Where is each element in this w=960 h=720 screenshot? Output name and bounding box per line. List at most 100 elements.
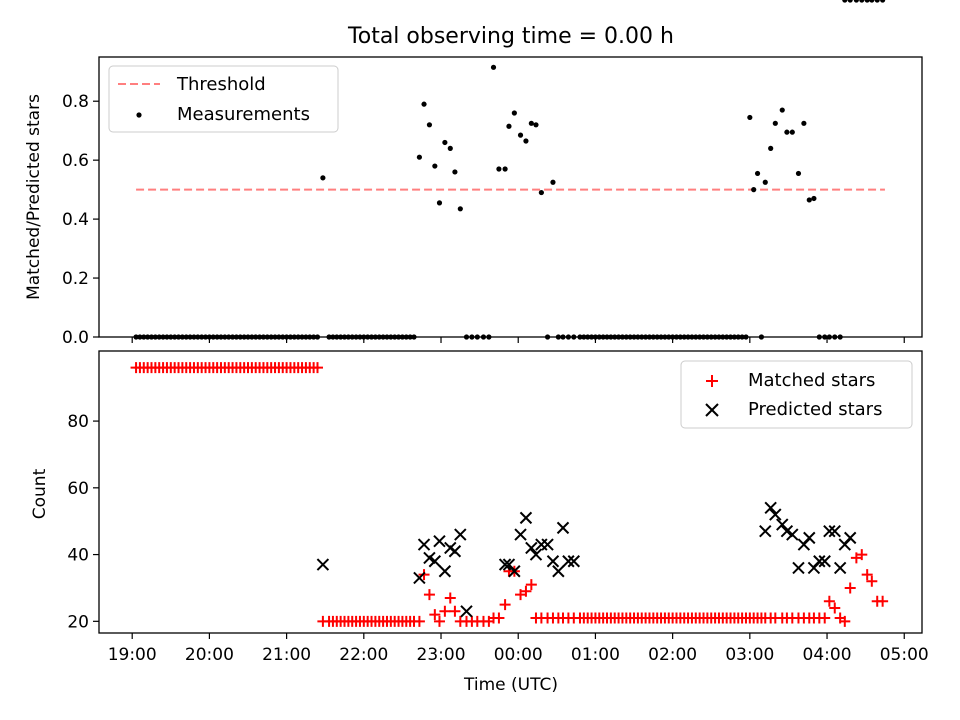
predicted-point <box>792 561 805 575</box>
predicted-point <box>448 545 462 558</box>
legend-matched-label: Matched stars <box>748 370 875 391</box>
predicted-point <box>759 525 772 538</box>
predicted-point <box>562 555 575 568</box>
bottom-y-ticks: 20 40 60 80 <box>67 412 99 632</box>
top-y-axis-label: Matched/Predicted stars <box>24 94 44 300</box>
chart-title: Total observing time = 0.00 h <box>347 24 674 49</box>
x-tick-label: 22:00 <box>339 645 388 665</box>
measurement-point <box>426 122 433 128</box>
bottom-y-tick-label: 40 <box>67 546 89 566</box>
measurement-point <box>811 195 817 202</box>
x-axis-label: Time (UTC) <box>463 675 558 695</box>
matched-point <box>856 549 868 561</box>
bottom-y-axis-label: Count <box>30 468 50 519</box>
measurement-point <box>874 0 880 3</box>
predicted-point <box>843 531 857 545</box>
top-y-tick-label: 0.6 <box>62 151 89 171</box>
predicted-point <box>460 605 473 618</box>
predicted-point <box>546 555 560 568</box>
predicted-point <box>552 565 565 578</box>
predicted-point <box>803 531 816 545</box>
legend-threshold-label: Threshold <box>176 74 266 95</box>
matched-point <box>429 609 441 621</box>
matched-point <box>829 602 841 614</box>
measurement-point <box>533 122 539 128</box>
measurement-point <box>880 0 886 3</box>
measurement-point <box>511 110 517 116</box>
matched-point <box>839 615 851 627</box>
legend-predicted-label: Predicted stars <box>748 399 882 420</box>
matched-point <box>493 612 505 624</box>
x-tick-label: 21:00 <box>262 645 311 665</box>
x-tick-label: 19:00 <box>108 645 157 665</box>
measurement-point <box>416 154 422 160</box>
x-tick-label: 05:00 <box>880 645 929 665</box>
predicted-point <box>498 558 512 571</box>
top-y-tick-label: 0.0 <box>62 328 89 348</box>
measurement-point <box>859 0 865 3</box>
measurement-point <box>779 107 785 113</box>
measurement-point <box>795 170 802 177</box>
x-tick-label: 03:00 <box>725 645 774 665</box>
bottom-axes-frame <box>98 350 923 634</box>
top-y-ticks: 0.0 0.2 0.4 0.6 0.8 <box>62 92 99 348</box>
measurement-point <box>784 129 790 135</box>
measurement-point <box>754 170 761 177</box>
legend-matched-swatch <box>706 375 718 387</box>
measurement-point <box>864 0 870 3</box>
predicted-point <box>556 521 570 535</box>
top-axes-frame <box>98 56 923 338</box>
x-tick-label: 00:00 <box>494 645 543 665</box>
predicted-point <box>818 555 831 568</box>
measurement-point <box>421 101 427 107</box>
measurement-point <box>538 189 544 196</box>
x-tick-label: 01:00 <box>571 645 620 665</box>
measurement-point <box>751 187 757 193</box>
top-legend: Threshold Measurements <box>108 65 339 133</box>
predicted-point <box>769 508 782 521</box>
predicted-point <box>433 535 446 548</box>
measurement-point <box>806 197 812 203</box>
measurement-point <box>869 0 875 3</box>
predicted-point <box>525 541 538 555</box>
bottom-y-tick-label: 80 <box>67 412 89 432</box>
predicted-point <box>514 528 527 541</box>
predicted-point <box>438 565 452 578</box>
measurement-point <box>847 0 853 3</box>
top-y-tick-label: 0.4 <box>62 210 89 230</box>
predicted-point <box>428 555 442 568</box>
matched-point <box>844 582 856 594</box>
top-legend-box <box>108 65 339 133</box>
predicted-point <box>813 555 826 568</box>
measurement-point <box>528 120 534 126</box>
measurement-point <box>447 145 453 151</box>
measurement-point <box>762 179 768 185</box>
x-tick-label: 04:00 <box>803 645 852 665</box>
measurement-point <box>442 139 448 146</box>
predicted-point <box>519 511 533 525</box>
matched-point <box>861 569 873 581</box>
predicted-point <box>529 548 543 561</box>
matched-point <box>877 595 889 607</box>
bottom-y-tick-label: 20 <box>67 612 89 632</box>
measurement-point <box>801 120 807 126</box>
matched-point <box>866 575 878 587</box>
measurement-point <box>768 145 774 151</box>
matched-point <box>444 592 456 604</box>
bottom-panel: 20 40 60 80 19:00 20:00 21:00 22:00 23:00 00:00 0… <box>30 350 929 695</box>
matched-point <box>439 605 451 617</box>
top-y-tick-label: 0.8 <box>62 92 89 112</box>
bottom-legend-box <box>680 360 913 429</box>
predicted-point <box>316 558 330 571</box>
matched-point <box>823 595 835 607</box>
x-tick-label: 02:00 <box>648 645 697 665</box>
measurement-point <box>490 64 497 70</box>
matched-point <box>449 605 461 617</box>
matched-point <box>819 612 831 624</box>
measurement-point <box>432 163 438 169</box>
measurement-point <box>502 166 508 172</box>
measurement-point <box>457 206 463 212</box>
bottom-x-ticks: 19:00 20:00 21:00 22:00 23:00 00:00 01:00 02:00… <box>108 633 929 665</box>
legend-predicted-swatch <box>705 403 719 417</box>
